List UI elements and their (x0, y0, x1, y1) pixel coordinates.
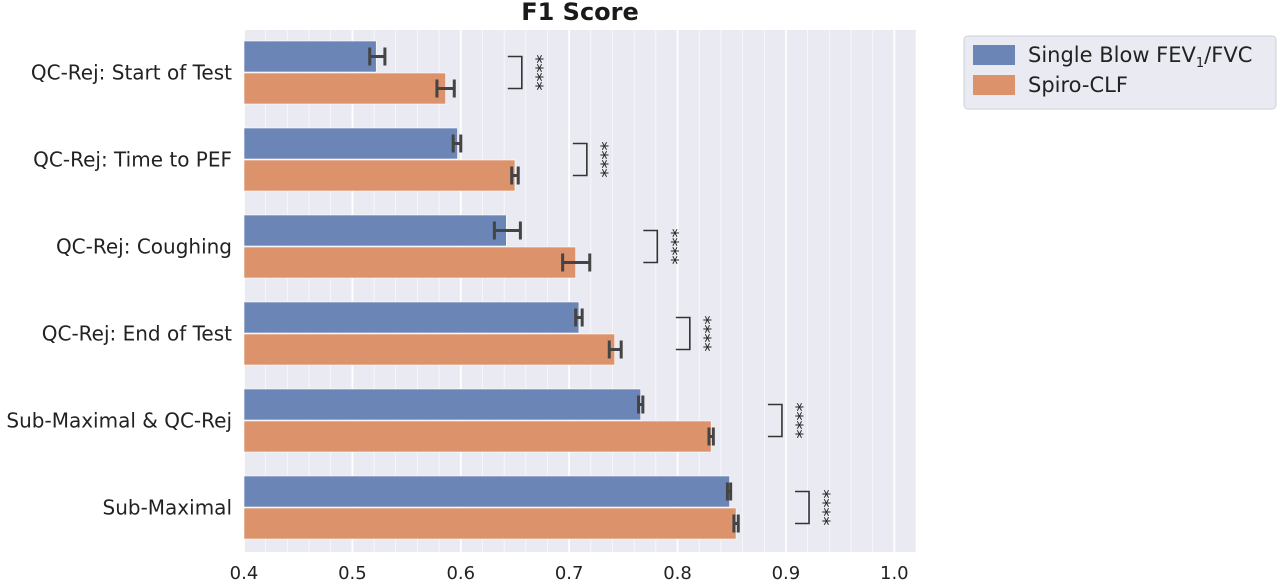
x-tick-label: 0.8 (663, 563, 692, 583)
bar-spiro-clf (243, 246, 576, 279)
plot-background (244, 30, 916, 552)
bar-spiro-clf (243, 72, 446, 105)
bar-single-blow (243, 475, 730, 508)
category-label: QC-Rej: End of Test (42, 322, 232, 346)
significance-bracket (767, 403, 783, 438)
significance-label: **** (693, 316, 714, 352)
error-bar (435, 79, 456, 98)
significance-label: **** (590, 142, 611, 178)
error-bar (637, 395, 645, 414)
error-bars (368, 47, 740, 533)
category-label: Sub-Maximal (103, 496, 232, 520)
significance-bracket (675, 316, 691, 351)
error-bar (574, 308, 584, 327)
category-label: QC-Rej: Coughing (56, 235, 232, 259)
significance-markers: **** **** **** **** **** **** (507, 55, 834, 526)
error-bar (607, 340, 623, 359)
bar-spiro-clf (243, 159, 516, 192)
bar-spiro-clf (243, 420, 712, 453)
legend-label: Spiro-CLF (1028, 73, 1128, 97)
significance-label: **** (785, 403, 806, 439)
legend-swatch (973, 75, 1015, 95)
error-bar (725, 482, 733, 501)
bar-single-blow (243, 301, 580, 334)
x-tick-label: 0.7 (555, 563, 584, 583)
bar-single-blow (243, 388, 641, 421)
grid (243, 30, 917, 552)
chart-title: F1 Score (521, 0, 639, 26)
significance-label: **** (813, 490, 834, 526)
x-tick-labels: 0.4 0.5 0.6 0.7 0.8 0.9 1.0 (230, 563, 909, 583)
significance-bracket (507, 55, 523, 90)
significance-label: **** (661, 229, 682, 265)
x-tick-label: 0.9 (772, 563, 801, 583)
error-bar (707, 427, 715, 446)
bars (243, 40, 737, 540)
legend-label: Single Blow FEV1/FVC (1028, 43, 1252, 71)
bar-single-blow (243, 214, 507, 247)
bar-single-blow (243, 40, 377, 73)
x-tick-label: 0.5 (338, 563, 367, 583)
significance-bracket (795, 490, 810, 525)
bar-spiro-clf (243, 507, 737, 540)
significance-bracket (572, 142, 588, 177)
category-label: QC-Rej: Time to PEF (33, 148, 232, 172)
error-bar (561, 253, 592, 272)
category-labels: QC-Rej: Start of Test QC-Rej: Time to PEF… (6, 61, 232, 520)
error-bar (451, 134, 463, 153)
category-label: Sub-Maximal & QC-Rej (6, 409, 232, 433)
significance-bracket (643, 229, 659, 264)
significance-label: **** (525, 55, 546, 91)
error-bar (732, 514, 740, 533)
category-label: QC-Rej: Start of Test (31, 61, 232, 85)
bar-single-blow (243, 127, 458, 160)
legend-box (963, 35, 1277, 110)
error-bar (510, 166, 520, 185)
bar-spiro-clf (243, 333, 615, 366)
x-tick-label: 1.0 (880, 563, 909, 583)
x-tick-label: 0.4 (230, 563, 259, 583)
legend-swatch (973, 45, 1015, 65)
error-bar (368, 47, 387, 66)
error-bar (492, 221, 522, 240)
x-tick-label: 0.6 (446, 563, 475, 583)
